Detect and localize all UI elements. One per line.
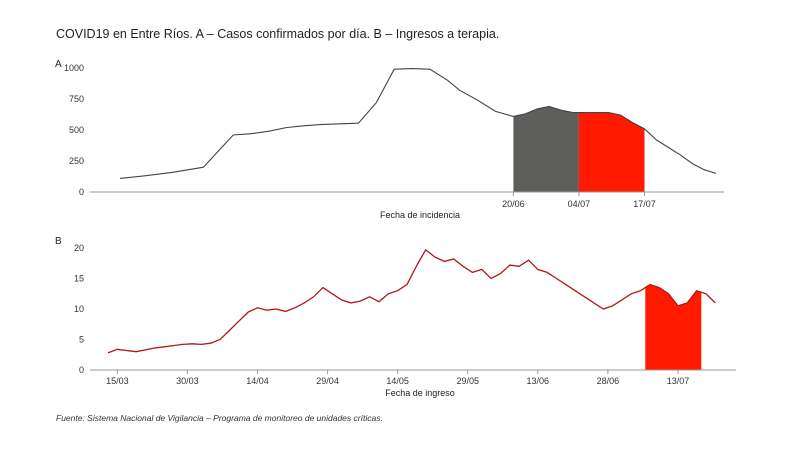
panel-a-y-tick-label: 1000	[64, 63, 84, 73]
panel-a-letter: A	[55, 59, 62, 70]
panel-b-x-tick-label: 14/05	[386, 376, 409, 386]
panel-b-x-axis-label: Fecha de ingreso	[385, 388, 455, 398]
panel-a-series-line	[119, 68, 717, 179]
panel-b-y-tick-label: 20	[74, 243, 84, 253]
panel-a-y-tick-label: 750	[69, 94, 84, 104]
panel-b-y-tick-label: 10	[74, 304, 84, 314]
panel-b-y-tick-label: 0	[79, 365, 84, 375]
panel-a-x-axis-label: Fecha de incidencia	[380, 210, 460, 220]
panel-b-x-tick-label: 28/06	[597, 376, 620, 386]
panel-b-x-tick-label: 15/03	[106, 376, 129, 386]
figure-title: COVID19 en Entre Ríos. A – Casos confirm…	[56, 27, 500, 41]
panel-b-x-tick-label: 29/04	[316, 376, 339, 386]
panel-b-x-tick-label: 14/04	[246, 376, 269, 386]
panel-b-series-line	[107, 248, 716, 354]
panel-b-x-tick-label: 29/05	[456, 376, 479, 386]
panel-b-x-tick-label: 13/06	[527, 376, 550, 386]
panel-b-y-tick-label: 5	[79, 335, 84, 345]
panel-a-y-tick-label: 250	[69, 156, 84, 166]
panel-b-shaded-region-1	[645, 284, 702, 370]
panel-a-x-tick-label: 17/07	[633, 199, 656, 209]
panel-a-x-tick-label: 20/06	[502, 199, 525, 209]
panel-b-x-tick-label: 13/07	[667, 376, 690, 386]
panel-a-shaded-region-1	[513, 106, 579, 192]
panel-b-y-tick-label: 15	[74, 274, 84, 284]
panel-b-letter: B	[55, 236, 62, 247]
panel-a-shaded-region-2	[578, 112, 645, 192]
panel-a-y-tick-label: 0	[79, 187, 84, 197]
panel-b-x-tick-label: 30/03	[176, 376, 199, 386]
panel-a-x-tick-label: 04/07	[568, 199, 591, 209]
figure-source: Fuente: Sistema Nacional de Vigilancia –…	[56, 413, 383, 423]
panel-a-y-tick-label: 500	[69, 125, 84, 135]
